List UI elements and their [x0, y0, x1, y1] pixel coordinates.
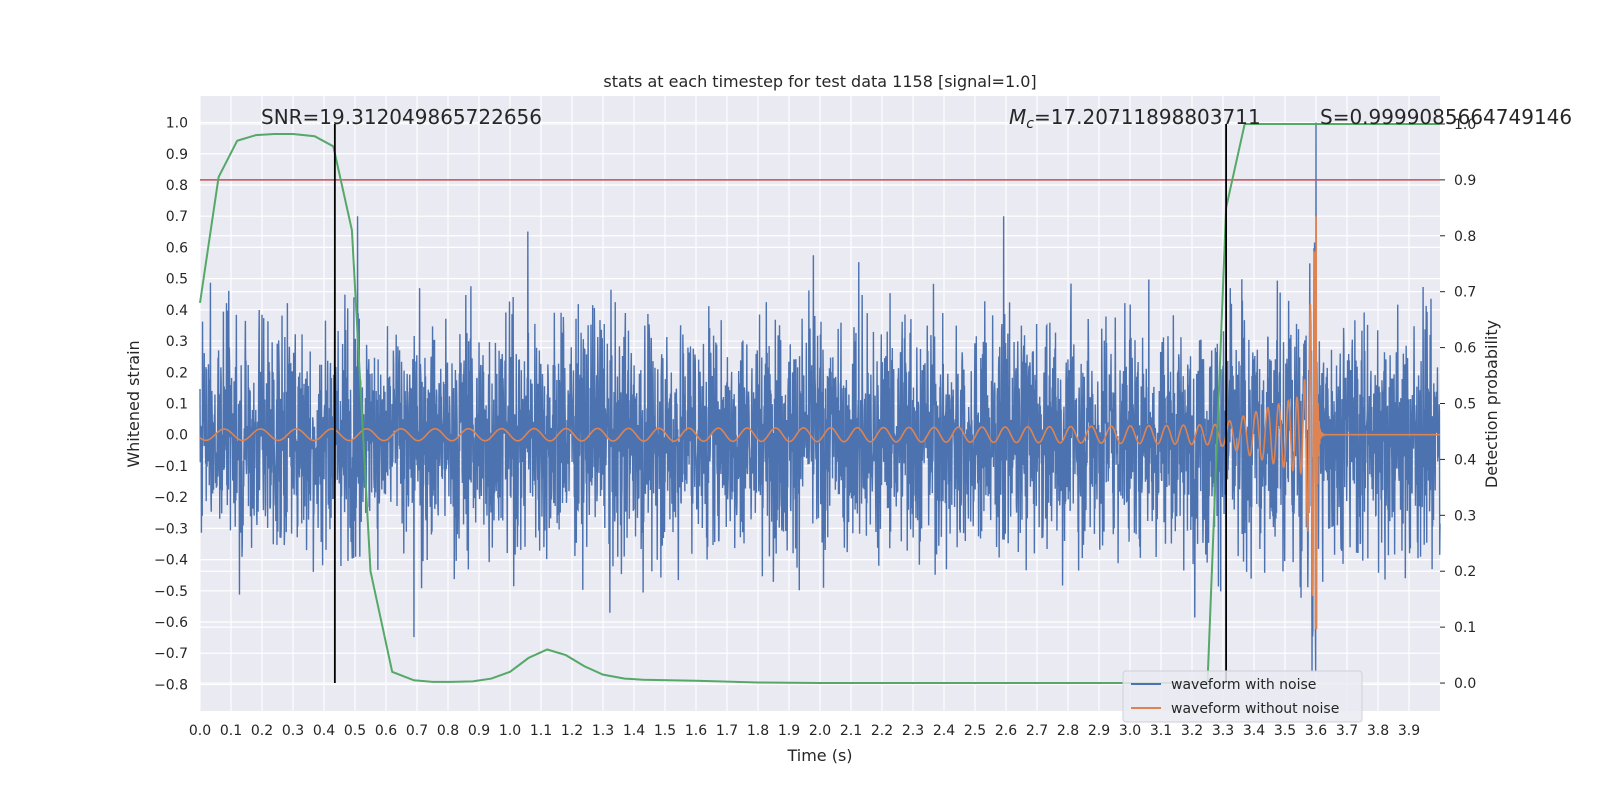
x-tick-label: 2.8: [1057, 723, 1079, 739]
x-tick-label: 0.3: [282, 723, 304, 739]
s-annotation: S=0.9999085664749146: [1320, 105, 1572, 129]
y-tick-label: 0.0: [166, 428, 188, 444]
y-tick-label: −0.6: [154, 615, 188, 631]
y-tick-label: 0.4: [166, 303, 188, 319]
y-tick-label: −0.8: [154, 677, 188, 693]
y2-tick-labels: 1.0 0.9 0.8 0.7 0.6 0.5 0.4 0.3 0.2 0.1 0.0: [1440, 117, 1476, 692]
x-tick-label: 2.2: [871, 723, 893, 739]
y-tick-label: −0.1: [154, 459, 188, 475]
y2-tick-label: 1.0: [1454, 117, 1476, 133]
y2-tick-label: 0.4: [1454, 452, 1476, 468]
y-tick-label: 0.2: [166, 365, 188, 381]
legend-label-clean: waveform without noise: [1171, 701, 1339, 717]
x-tick-label: 1.2: [561, 723, 583, 739]
y2-tick-label: 0.5: [1454, 397, 1476, 413]
y-tick-label: −0.3: [154, 521, 188, 537]
x-tick-label: 3.6: [1305, 723, 1327, 739]
legend-box: [1122, 670, 1363, 723]
y2-tick-label: 0.7: [1454, 285, 1476, 301]
x-tick-label: 1.5: [654, 723, 676, 739]
x-tick-label: 1.3: [592, 723, 614, 739]
x-tick-label: 3.9: [1398, 723, 1420, 739]
x-tick-label: 3.8: [1367, 723, 1389, 739]
x-tick-label: 3.1: [1150, 723, 1172, 739]
y-tick-label: 0.1: [166, 397, 188, 413]
x-tick-label: 1.1: [530, 723, 552, 739]
y2-tick-label: 0.9: [1454, 173, 1476, 189]
chirp-mass-subscript: c: [1026, 116, 1034, 132]
x-tick-label: 3.4: [1243, 723, 1265, 739]
x-tick-label: 3.5: [1274, 723, 1296, 739]
y-tick-label: 0.8: [166, 178, 188, 194]
x-tick-label: 1.6: [685, 723, 707, 739]
chirp-mass-value: =17.20711898803711: [1034, 105, 1261, 129]
y2-tick-label: 0.3: [1454, 508, 1476, 524]
y-tick-label: −0.4: [154, 553, 188, 569]
x-tick-label: 0.8: [437, 723, 459, 739]
x-tick-label: 2.3: [902, 723, 924, 739]
x-tick-label: 0.7: [406, 723, 428, 739]
x-tick-label: 0.9: [468, 723, 490, 739]
x-tick-label: 2.7: [1026, 723, 1048, 739]
legend: waveform with noise waveform without noi…: [1122, 670, 1363, 723]
y-axis-label: Whitened strain: [124, 340, 143, 467]
y2-tick-label: 0.2: [1454, 564, 1476, 580]
legend-label-noise: waveform with noise: [1171, 677, 1316, 693]
series-waveform-without-noise: [199, 216, 1440, 630]
x-tick-label: 3.7: [1336, 723, 1358, 739]
chirp-mass-symbol: M: [1009, 105, 1026, 129]
y2-tick-label: 0.1: [1454, 620, 1476, 636]
x-tick-labels: 0.0 0.1 0.2 0.3 0.4 0.5 0.6 0.7 0.8 0.9 1.0 1.1 1.2 1…: [189, 723, 1420, 739]
x-tick-label: 2.6: [995, 723, 1017, 739]
x-tick-label: 3.0: [1119, 723, 1141, 739]
series-waveform-with-noise: [199, 122, 1441, 672]
x-tick-label: 2.1: [840, 723, 862, 739]
x-tick-label: 2.0: [809, 723, 831, 739]
x-tick-label: 0.2: [251, 723, 273, 739]
x-tick-label: 0.1: [220, 723, 242, 739]
y-tick-label: −0.7: [154, 646, 188, 662]
y-tick-label: 0.7: [166, 209, 188, 225]
x-tick-label: 0.0: [189, 723, 211, 739]
chirp-mass-annotation: Mc=17.20711898803711: [1009, 105, 1261, 132]
x-tick-label: 1.8: [747, 723, 769, 739]
x-tick-label: 1.4: [623, 723, 645, 739]
x-tick-label: 1.0: [499, 723, 521, 739]
y-tick-label: −0.2: [154, 490, 188, 506]
x-tick-label: 0.5: [344, 723, 366, 739]
y-tick-label: 0.5: [166, 272, 188, 288]
y-tick-label: −0.5: [154, 584, 188, 600]
y-tick-labels: 1.0 0.9 0.8 0.7 0.6 0.5 0.4 0.3 0.2 0.1 0.0 −0.1 −0.…: [154, 116, 188, 694]
y-tick-label: 0.3: [166, 334, 188, 350]
chart-title: stats at each timestep for test data 115…: [603, 72, 1036, 91]
y2-tick-label: 0.0: [1454, 676, 1476, 692]
x-tick-label: 2.4: [933, 723, 955, 739]
x-tick-label: 1.7: [716, 723, 738, 739]
x-tick-label: 3.2: [1181, 723, 1203, 739]
y2-tick-label: 0.6: [1454, 341, 1476, 357]
snr-annotation: SNR=19.312049865722656: [261, 105, 542, 129]
y-tick-label: 0.6: [166, 240, 188, 256]
x-tick-label: 3.3: [1212, 723, 1234, 739]
x-axis-label: Time (s): [786, 746, 852, 765]
y2-tick-label: 0.8: [1454, 229, 1476, 245]
y2-axis-label: Detection probability: [1482, 320, 1501, 488]
x-tick-label: 1.9: [778, 723, 800, 739]
x-tick-label: 2.9: [1088, 723, 1110, 739]
y-tick-label: 1.0: [166, 116, 188, 132]
x-tick-label: 0.4: [313, 723, 335, 739]
x-tick-label: 2.5: [964, 723, 986, 739]
x-tick-label: 0.6: [375, 723, 397, 739]
y-tick-label: 0.9: [166, 147, 188, 163]
